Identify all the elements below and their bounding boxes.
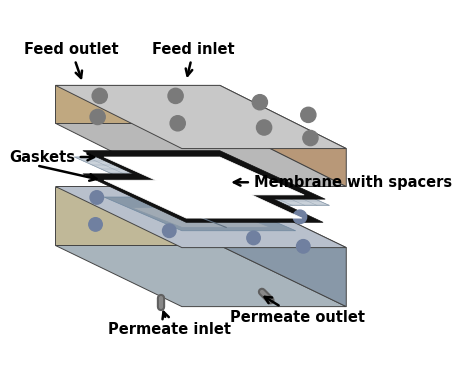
Circle shape: [90, 191, 103, 204]
Polygon shape: [55, 186, 220, 245]
Polygon shape: [55, 245, 346, 307]
Circle shape: [158, 191, 172, 204]
Circle shape: [297, 239, 310, 253]
Circle shape: [90, 109, 105, 125]
Circle shape: [168, 88, 183, 103]
Polygon shape: [104, 180, 302, 218]
Circle shape: [293, 210, 307, 223]
Polygon shape: [220, 186, 346, 307]
Circle shape: [252, 95, 267, 110]
Polygon shape: [55, 186, 346, 248]
Circle shape: [170, 116, 185, 131]
Polygon shape: [74, 157, 329, 206]
Text: Permeate outlet: Permeate outlet: [230, 297, 365, 325]
Text: Feed inlet: Feed inlet: [153, 42, 235, 76]
Polygon shape: [55, 123, 346, 186]
Text: Gaskets: Gaskets: [9, 150, 94, 164]
Polygon shape: [104, 157, 304, 195]
Polygon shape: [83, 174, 323, 222]
Circle shape: [243, 199, 256, 213]
Circle shape: [163, 224, 176, 238]
Circle shape: [92, 88, 107, 103]
Circle shape: [303, 131, 318, 145]
Polygon shape: [83, 151, 325, 199]
Polygon shape: [104, 197, 296, 231]
Circle shape: [89, 218, 102, 231]
Polygon shape: [131, 207, 270, 228]
Polygon shape: [220, 85, 346, 186]
Text: Permeate inlet: Permeate inlet: [108, 312, 231, 337]
Circle shape: [247, 231, 260, 245]
Polygon shape: [55, 85, 220, 123]
Text: Feed outlet: Feed outlet: [24, 42, 119, 78]
Polygon shape: [55, 85, 346, 148]
Circle shape: [301, 107, 316, 122]
Circle shape: [256, 120, 272, 135]
Text: Membrane with spacers: Membrane with spacers: [234, 175, 452, 190]
